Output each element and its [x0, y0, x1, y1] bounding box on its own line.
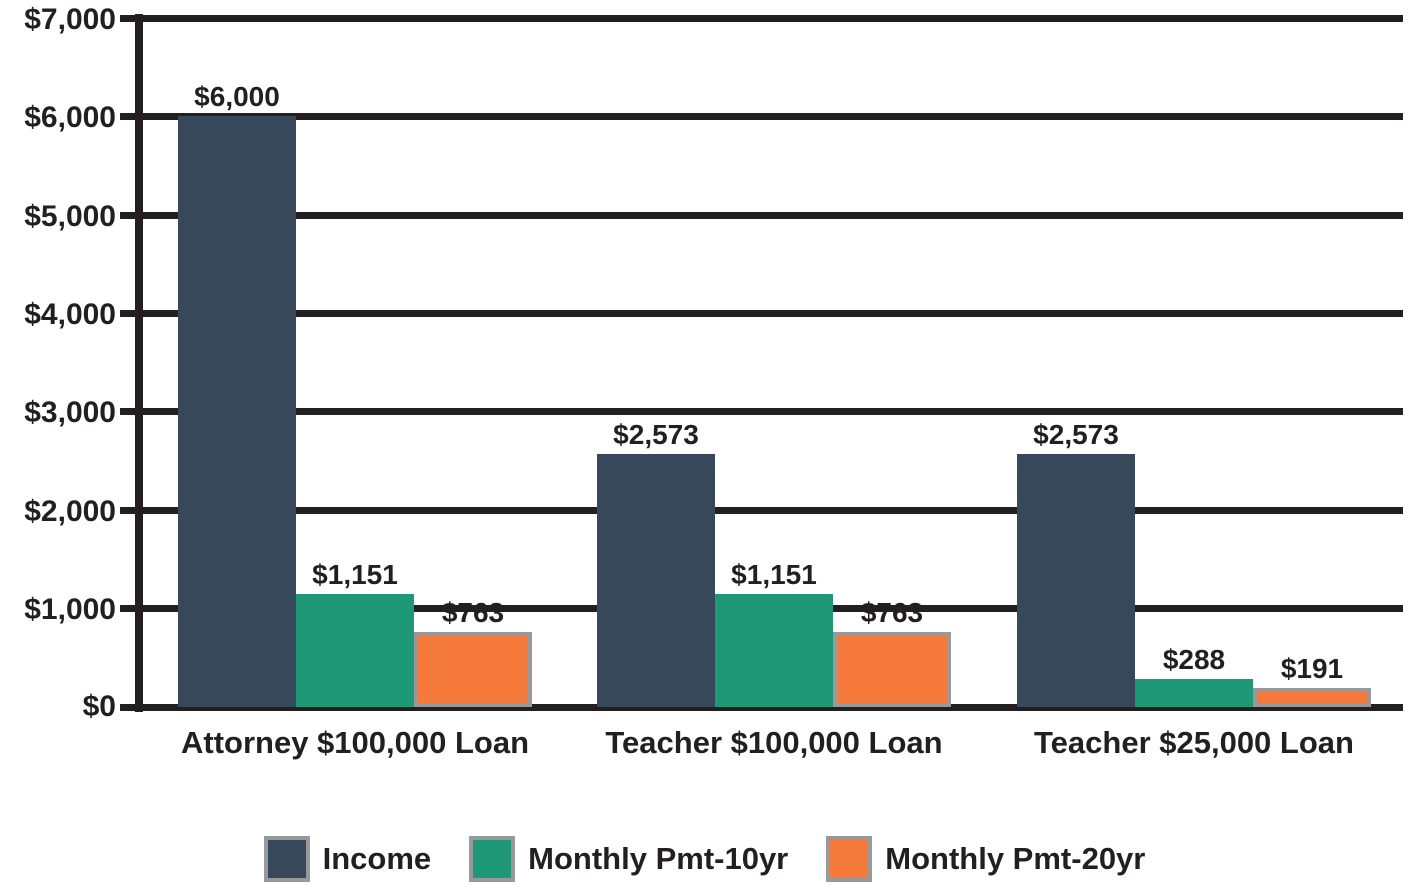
bar-column: $1,151: [715, 18, 833, 707]
ytick-label: $2,000: [24, 495, 116, 528]
legend-label: Monthly Pmt-10yr: [528, 841, 789, 876]
bar-income: [1017, 453, 1135, 707]
legend-item-pmt-20yr: Monthly Pmt-20yr: [826, 836, 1145, 882]
ytick-label: $3,000: [24, 396, 116, 429]
bar-group-teacher-25k: $2,573 $288 $191: [1017, 18, 1371, 707]
bar-column: $1,151: [296, 18, 414, 707]
bar-value-label: $191: [1280, 653, 1344, 685]
legend: Income Monthly Pmt-10yr Monthly Pmt-20yr: [0, 836, 1409, 882]
ytick-label: $6,000: [24, 101, 116, 134]
bar-pmt-10yr: [296, 593, 414, 707]
bar-column: $6,000: [178, 18, 296, 707]
bar-value-label: $763: [860, 596, 924, 628]
bar-income: [597, 453, 715, 707]
bar-value-label: $1,151: [731, 558, 817, 590]
bar-column: $191: [1253, 18, 1371, 707]
category-label: Teacher $100,000 Loan: [605, 725, 943, 760]
legend-swatch-pmt-10yr: [469, 836, 516, 882]
gridline-2000: [120, 507, 1403, 514]
gridline-6000: [120, 113, 1403, 120]
bar-column: $2,573: [597, 18, 715, 707]
bar-column: $288: [1135, 18, 1253, 707]
y-axis: [135, 14, 143, 712]
bar-group-teacher-100k: $2,573 $1,151 $763: [597, 18, 951, 707]
bar-pmt-20yr: [833, 631, 951, 707]
gridline-3000: [120, 408, 1403, 415]
category-label: Attorney $100,000 Loan: [180, 725, 530, 760]
bar-column: $763: [414, 18, 532, 707]
bar-value-label: $288: [1162, 643, 1226, 675]
gridline-4000: [120, 310, 1403, 317]
ytick-label: $1,000: [24, 593, 116, 626]
category-label: Teacher $25,000 Loan: [1034, 725, 1354, 760]
x-axis-line: [120, 704, 1403, 711]
bar-group-attorney-100k: $6,000 $1,151 $763: [178, 18, 532, 707]
bar-value-label: $763: [441, 596, 505, 628]
gridline-5000: [120, 212, 1403, 219]
bar-value-label: $1,151: [312, 558, 398, 590]
bar-pmt-10yr: [1135, 678, 1253, 707]
gridline-7000: [120, 15, 1403, 22]
bar-value-label: $6,000: [194, 81, 280, 113]
ytick-label: $4,000: [24, 298, 116, 331]
bar-column: $2,573: [1017, 18, 1135, 707]
bar-value-label: $2,573: [613, 418, 699, 450]
legend-item-income: Income: [263, 836, 432, 882]
legend-swatch-pmt-20yr: [826, 836, 873, 882]
bar-pmt-20yr: [414, 631, 532, 707]
legend-swatch-income: [263, 836, 310, 882]
ytick-label: $0: [82, 690, 116, 723]
bar-value-label: $2,573: [1033, 418, 1119, 450]
bar-pmt-20yr: [1253, 688, 1371, 707]
ytick-label: $5,000: [24, 200, 116, 233]
legend-label: Monthly Pmt-20yr: [885, 841, 1146, 876]
ytick-label: $7,000: [24, 3, 116, 36]
legend-label: Income: [322, 841, 432, 876]
plot-area: $6,000 $1,151 $763 $2,573 $1,151 $: [143, 18, 1398, 707]
legend-item-pmt-10yr: Monthly Pmt-10yr: [469, 836, 788, 882]
bar-column: $763: [833, 18, 951, 707]
bar-income: [178, 116, 296, 707]
bar-pmt-10yr: [715, 593, 833, 707]
